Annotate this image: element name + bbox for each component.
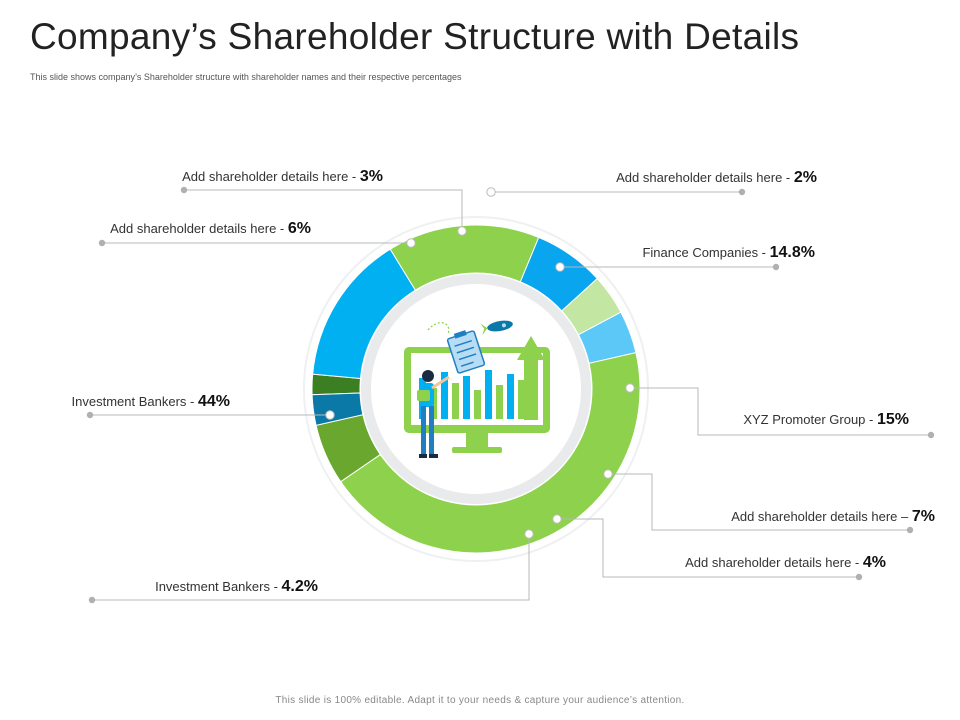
leader-end-dot xyxy=(738,188,746,196)
slice-anchor-dot xyxy=(486,187,496,197)
monitor-base xyxy=(452,447,502,453)
slice-label-5: Add shareholder details here - 4% xyxy=(685,554,886,571)
slice-anchor-dot xyxy=(457,226,467,236)
leader-lines xyxy=(86,186,935,604)
leader-end-dot xyxy=(772,263,780,271)
slice-anchor-dot xyxy=(555,262,565,272)
donut-slice-7 xyxy=(339,352,641,554)
leader-end-dot xyxy=(927,431,935,439)
leader-end-dot xyxy=(86,411,94,419)
slice-label-2: Finance Companies - 14.8% xyxy=(642,244,815,261)
monitor-neck xyxy=(466,433,488,447)
person-figure xyxy=(417,370,450,458)
slice-label-6: Investment Bankers - 4.2% xyxy=(155,578,318,595)
slice-anchor-dot xyxy=(603,469,613,479)
clipboard-icon xyxy=(446,330,486,374)
leader-line-3 xyxy=(630,387,931,436)
slice-label-7: Investment Bankers - 44% xyxy=(72,393,230,410)
slice-anchor-dot xyxy=(406,238,416,248)
leader-end-dot xyxy=(98,239,106,247)
page-title: Company’s Shareholder Structure with Det… xyxy=(30,16,800,57)
leader-end-dot xyxy=(180,186,188,194)
center-illustration xyxy=(404,320,550,458)
slice-label-9: Add shareholder details here - 3% xyxy=(182,168,383,185)
leader-line-4 xyxy=(608,473,910,531)
leader-end-dot xyxy=(855,573,863,581)
leader-line-5 xyxy=(557,518,859,578)
slice-anchor-dot xyxy=(552,514,562,524)
page-subtitle: This slide shows company’s Shareholder s… xyxy=(30,72,462,82)
footer-note: This slide is 100% editable. Adapt it to… xyxy=(275,695,685,706)
slice-labels: Add shareholder details here - 2% Finance… xyxy=(72,168,935,595)
growth-arrow-icon xyxy=(517,336,545,420)
slice-label-1: Add shareholder details here - 2% xyxy=(616,169,817,186)
leader-end-dot xyxy=(88,596,96,604)
leader-line-9 xyxy=(184,189,463,231)
slice-label-8: Add shareholder details here - 6% xyxy=(110,220,311,237)
rocket-icon xyxy=(480,320,513,336)
slice-anchor-dot xyxy=(325,410,335,420)
inner-halo-ring xyxy=(361,274,591,504)
slice-label-3: XYZ Promoter Group - 15% xyxy=(743,411,909,428)
outer-halo-ring xyxy=(303,216,649,562)
slice-label-4: Add shareholder details here – 7% xyxy=(731,508,935,525)
leader-line-6 xyxy=(92,534,530,601)
slice-anchor-dot xyxy=(625,383,635,393)
donut-slices xyxy=(311,224,641,554)
slice-anchor-dot xyxy=(524,529,534,539)
dotted-swirl xyxy=(427,322,450,335)
leader-end-dot xyxy=(906,526,914,534)
